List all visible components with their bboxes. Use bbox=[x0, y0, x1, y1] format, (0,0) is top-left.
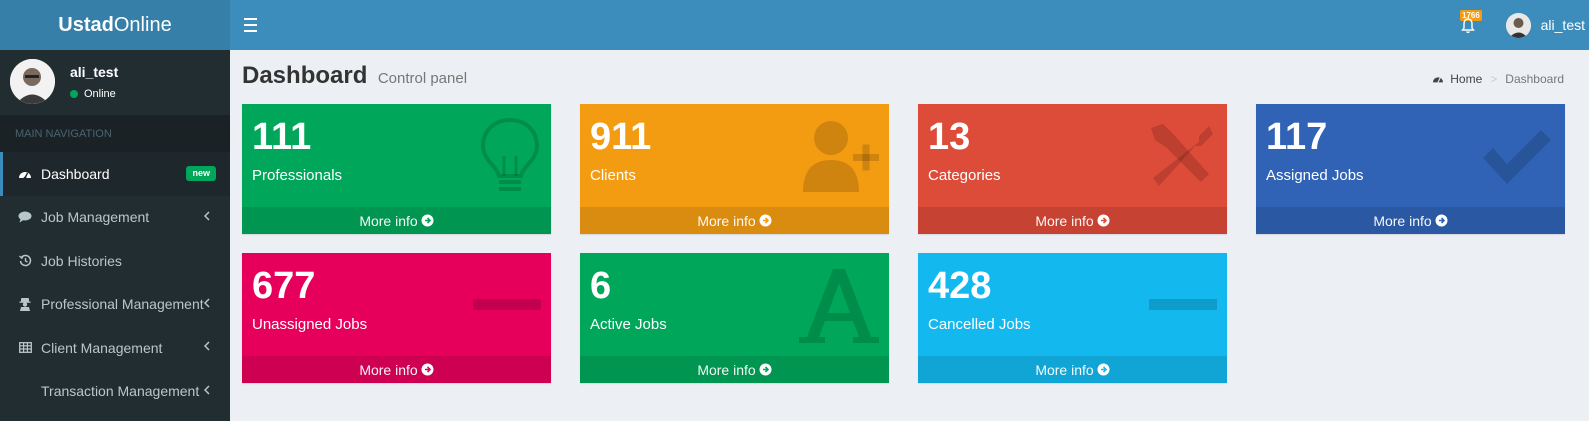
more-info-label: More info bbox=[359, 212, 418, 229]
sidebar-item-label: Dashboard bbox=[41, 165, 110, 182]
history-icon bbox=[18, 254, 32, 268]
stat-value: 677 bbox=[252, 265, 316, 307]
sidebar-username: ali_test bbox=[70, 64, 119, 80]
more-info-link[interactable]: More info bbox=[918, 356, 1227, 383]
wrench-screwdriver-icon bbox=[1151, 124, 1213, 186]
arrow-circle-right-icon bbox=[421, 363, 434, 376]
arrow-circle-right-icon bbox=[421, 214, 434, 227]
breadcrumb: Home > Dashboard bbox=[1432, 72, 1564, 86]
notifications-button[interactable]: 1766 bbox=[1453, 10, 1483, 40]
sidebar-item-transaction-management[interactable]: Transaction Management bbox=[0, 370, 230, 414]
minus-icon bbox=[1149, 299, 1217, 310]
more-info-link[interactable]: More info bbox=[580, 207, 889, 234]
chevron-left-icon bbox=[204, 341, 210, 351]
arrow-circle-right-icon bbox=[1097, 214, 1110, 227]
more-info-label: More info bbox=[1373, 212, 1432, 229]
user-secret-icon bbox=[18, 297, 32, 312]
sidebar-item-label: Job Management bbox=[41, 209, 150, 226]
chevron-left-icon bbox=[204, 384, 210, 395]
sidebar-item-label: Job Histories bbox=[41, 252, 122, 269]
top-navbar: 1766 ali_test bbox=[230, 0, 1589, 50]
chevron-left-icon bbox=[204, 297, 210, 308]
header-username: ali_test bbox=[1540, 17, 1585, 33]
stat-label: Clients bbox=[590, 167, 636, 184]
stat-value: 911 bbox=[590, 116, 652, 158]
arrow-circle-right-icon bbox=[759, 363, 772, 376]
content-header: Dashboard Control panel bbox=[242, 62, 467, 90]
sidebar-toggle-icon[interactable] bbox=[244, 17, 258, 33]
user-panel: ali_test Online bbox=[0, 50, 230, 115]
more-info-label: More info bbox=[359, 361, 418, 378]
more-info-link[interactable]: More info bbox=[1256, 207, 1565, 234]
more-info-link[interactable]: More info bbox=[242, 356, 551, 383]
more-info-label: More info bbox=[697, 361, 756, 378]
stat-box-professionals: 111 Professionals More info bbox=[242, 104, 551, 234]
chevron-left-icon bbox=[204, 210, 210, 221]
bell-icon bbox=[1461, 18, 1475, 34]
user-plus-icon bbox=[803, 121, 879, 192]
check-icon bbox=[1483, 130, 1551, 184]
stat-box-unassigned-jobs: 677 Unassigned Jobs More info bbox=[242, 253, 551, 383]
sidebar-item-label: Transaction Management bbox=[41, 383, 200, 400]
stat-label: Assigned Jobs bbox=[1266, 167, 1364, 184]
notification-count-badge: 1766 bbox=[1460, 10, 1482, 21]
letter-a-icon bbox=[799, 269, 879, 343]
sidebar-item-job-histories[interactable]: Job Histories bbox=[0, 239, 230, 283]
blank-icon bbox=[18, 384, 32, 398]
online-dot-icon bbox=[70, 90, 78, 98]
page-subtitle: Control panel bbox=[377, 70, 468, 87]
more-info-link[interactable]: More info bbox=[918, 207, 1227, 234]
arrow-circle-right-icon bbox=[1435, 214, 1448, 227]
dashboard-icon bbox=[18, 167, 32, 181]
arrow-circle-right-icon bbox=[759, 214, 772, 227]
stat-label: Categories bbox=[928, 167, 1001, 184]
stat-box-active-jobs: 6 Active Jobs More info bbox=[580, 253, 889, 383]
more-info-label: More info bbox=[1035, 212, 1094, 229]
breadcrumb-home-link[interactable]: Home bbox=[1450, 72, 1483, 86]
stat-box-clients: 911 Clients More info bbox=[580, 104, 889, 234]
stat-value: 6 bbox=[590, 265, 612, 307]
nav-header: MAIN NAVIGATION bbox=[0, 115, 230, 152]
user-avatar-small bbox=[1505, 12, 1531, 38]
more-info-label: More info bbox=[697, 212, 756, 229]
sidebar-item-label: Client Management bbox=[41, 339, 163, 356]
user-menu[interactable]: ali_test bbox=[1505, 0, 1589, 50]
breadcrumb-current: Dashboard bbox=[1505, 72, 1564, 86]
stat-box-cancelled-jobs: 428 Cancelled Jobs More info bbox=[918, 253, 1227, 383]
stat-value: 117 bbox=[1266, 116, 1328, 158]
stat-value: 111 bbox=[252, 116, 312, 158]
stat-box-assigned-jobs: 117 Assigned Jobs More info bbox=[1256, 104, 1565, 234]
arrow-circle-right-icon bbox=[1097, 363, 1110, 376]
logo-bold: Ustad bbox=[58, 13, 114, 36]
app-logo[interactable]: Ustad Online bbox=[0, 0, 230, 50]
more-info-link[interactable]: More info bbox=[580, 356, 889, 383]
online-status-label: Online bbox=[84, 88, 116, 100]
comment-icon bbox=[18, 210, 32, 224]
more-info-label: More info bbox=[1035, 361, 1094, 378]
stat-box-categories: 13 Categories More info bbox=[918, 104, 1227, 234]
sidebar-item-dashboard[interactable]: Dashboard new bbox=[0, 152, 230, 196]
lightbulb-icon bbox=[480, 117, 540, 191]
sidebar-item-label: Professional Management bbox=[41, 296, 204, 313]
user-avatar bbox=[10, 59, 55, 104]
online-status: Online bbox=[70, 88, 116, 100]
more-info-link[interactable]: More info bbox=[242, 207, 551, 234]
logo-rest: Online bbox=[113, 13, 172, 36]
table-icon bbox=[18, 341, 32, 355]
page-title: Dashboard bbox=[242, 62, 368, 89]
sidebar-item-professional-management[interactable]: Professional Management bbox=[0, 283, 230, 327]
dashboard-icon bbox=[1433, 77, 1444, 83]
sidebar-item-job-management[interactable]: Job Management bbox=[0, 196, 230, 240]
minus-icon bbox=[473, 299, 541, 310]
breadcrumb-separator: > bbox=[1490, 72, 1498, 86]
stat-label: Unassigned Jobs bbox=[252, 316, 368, 333]
sidebar-item-client-management[interactable]: Client Management bbox=[0, 326, 230, 370]
stat-value: 13 bbox=[928, 116, 971, 158]
stat-value: 428 bbox=[928, 265, 992, 307]
new-badge: new bbox=[186, 166, 216, 181]
sidebar: ali_test Online MAIN NAVIGATION Dashboar… bbox=[0, 50, 230, 421]
stat-label: Professionals bbox=[252, 167, 343, 184]
stat-label: Cancelled Jobs bbox=[928, 316, 1031, 333]
stat-label: Active Jobs bbox=[590, 316, 667, 333]
